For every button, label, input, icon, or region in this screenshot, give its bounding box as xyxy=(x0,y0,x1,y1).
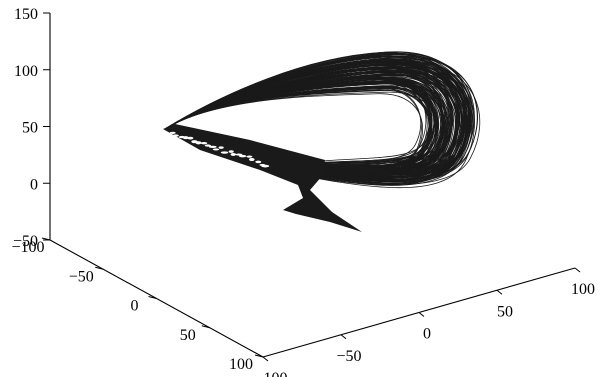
x-tick xyxy=(575,268,580,272)
attractor-gap xyxy=(173,134,179,136)
y-tick-label: 50 xyxy=(180,327,196,344)
attractor-gap xyxy=(201,142,208,144)
z-tick-label: 0 xyxy=(30,176,38,193)
x-tick-label: −100 xyxy=(254,370,287,377)
z-tick-label: 100 xyxy=(14,63,38,80)
x-tick-label: 100 xyxy=(571,281,595,298)
z-tick-label: 50 xyxy=(22,120,38,137)
x-tick-label: 50 xyxy=(497,303,513,320)
attractor-gap xyxy=(219,146,224,148)
attractor-gap xyxy=(246,156,252,158)
attractor-gap xyxy=(261,165,269,168)
x-tick xyxy=(341,335,346,339)
x-tick xyxy=(419,313,424,317)
attractor-gap xyxy=(255,161,261,164)
y-tick-label: −50 xyxy=(69,268,94,285)
attractor-gap xyxy=(213,148,220,150)
x-tick xyxy=(497,290,502,294)
attractor-gap xyxy=(187,137,193,140)
attractor-trace xyxy=(163,52,480,232)
y-tick-label: 100 xyxy=(229,356,253,373)
attractor-gap xyxy=(249,158,255,161)
x-tick-label: −50 xyxy=(336,348,361,365)
attractor-gap xyxy=(209,146,217,148)
attractor-gap xyxy=(231,153,237,156)
z-tick-label: −50 xyxy=(13,233,38,250)
x-tick-label: 0 xyxy=(423,326,431,343)
attractor-gap xyxy=(196,141,202,144)
attractor-gap xyxy=(170,132,176,134)
y-tick-label: 0 xyxy=(131,298,139,315)
attractor-gap xyxy=(239,155,246,158)
z-tick-label: 150 xyxy=(14,6,38,23)
attractor-gap xyxy=(229,150,234,153)
x-tick xyxy=(263,357,268,361)
attractor-gap xyxy=(221,151,228,153)
